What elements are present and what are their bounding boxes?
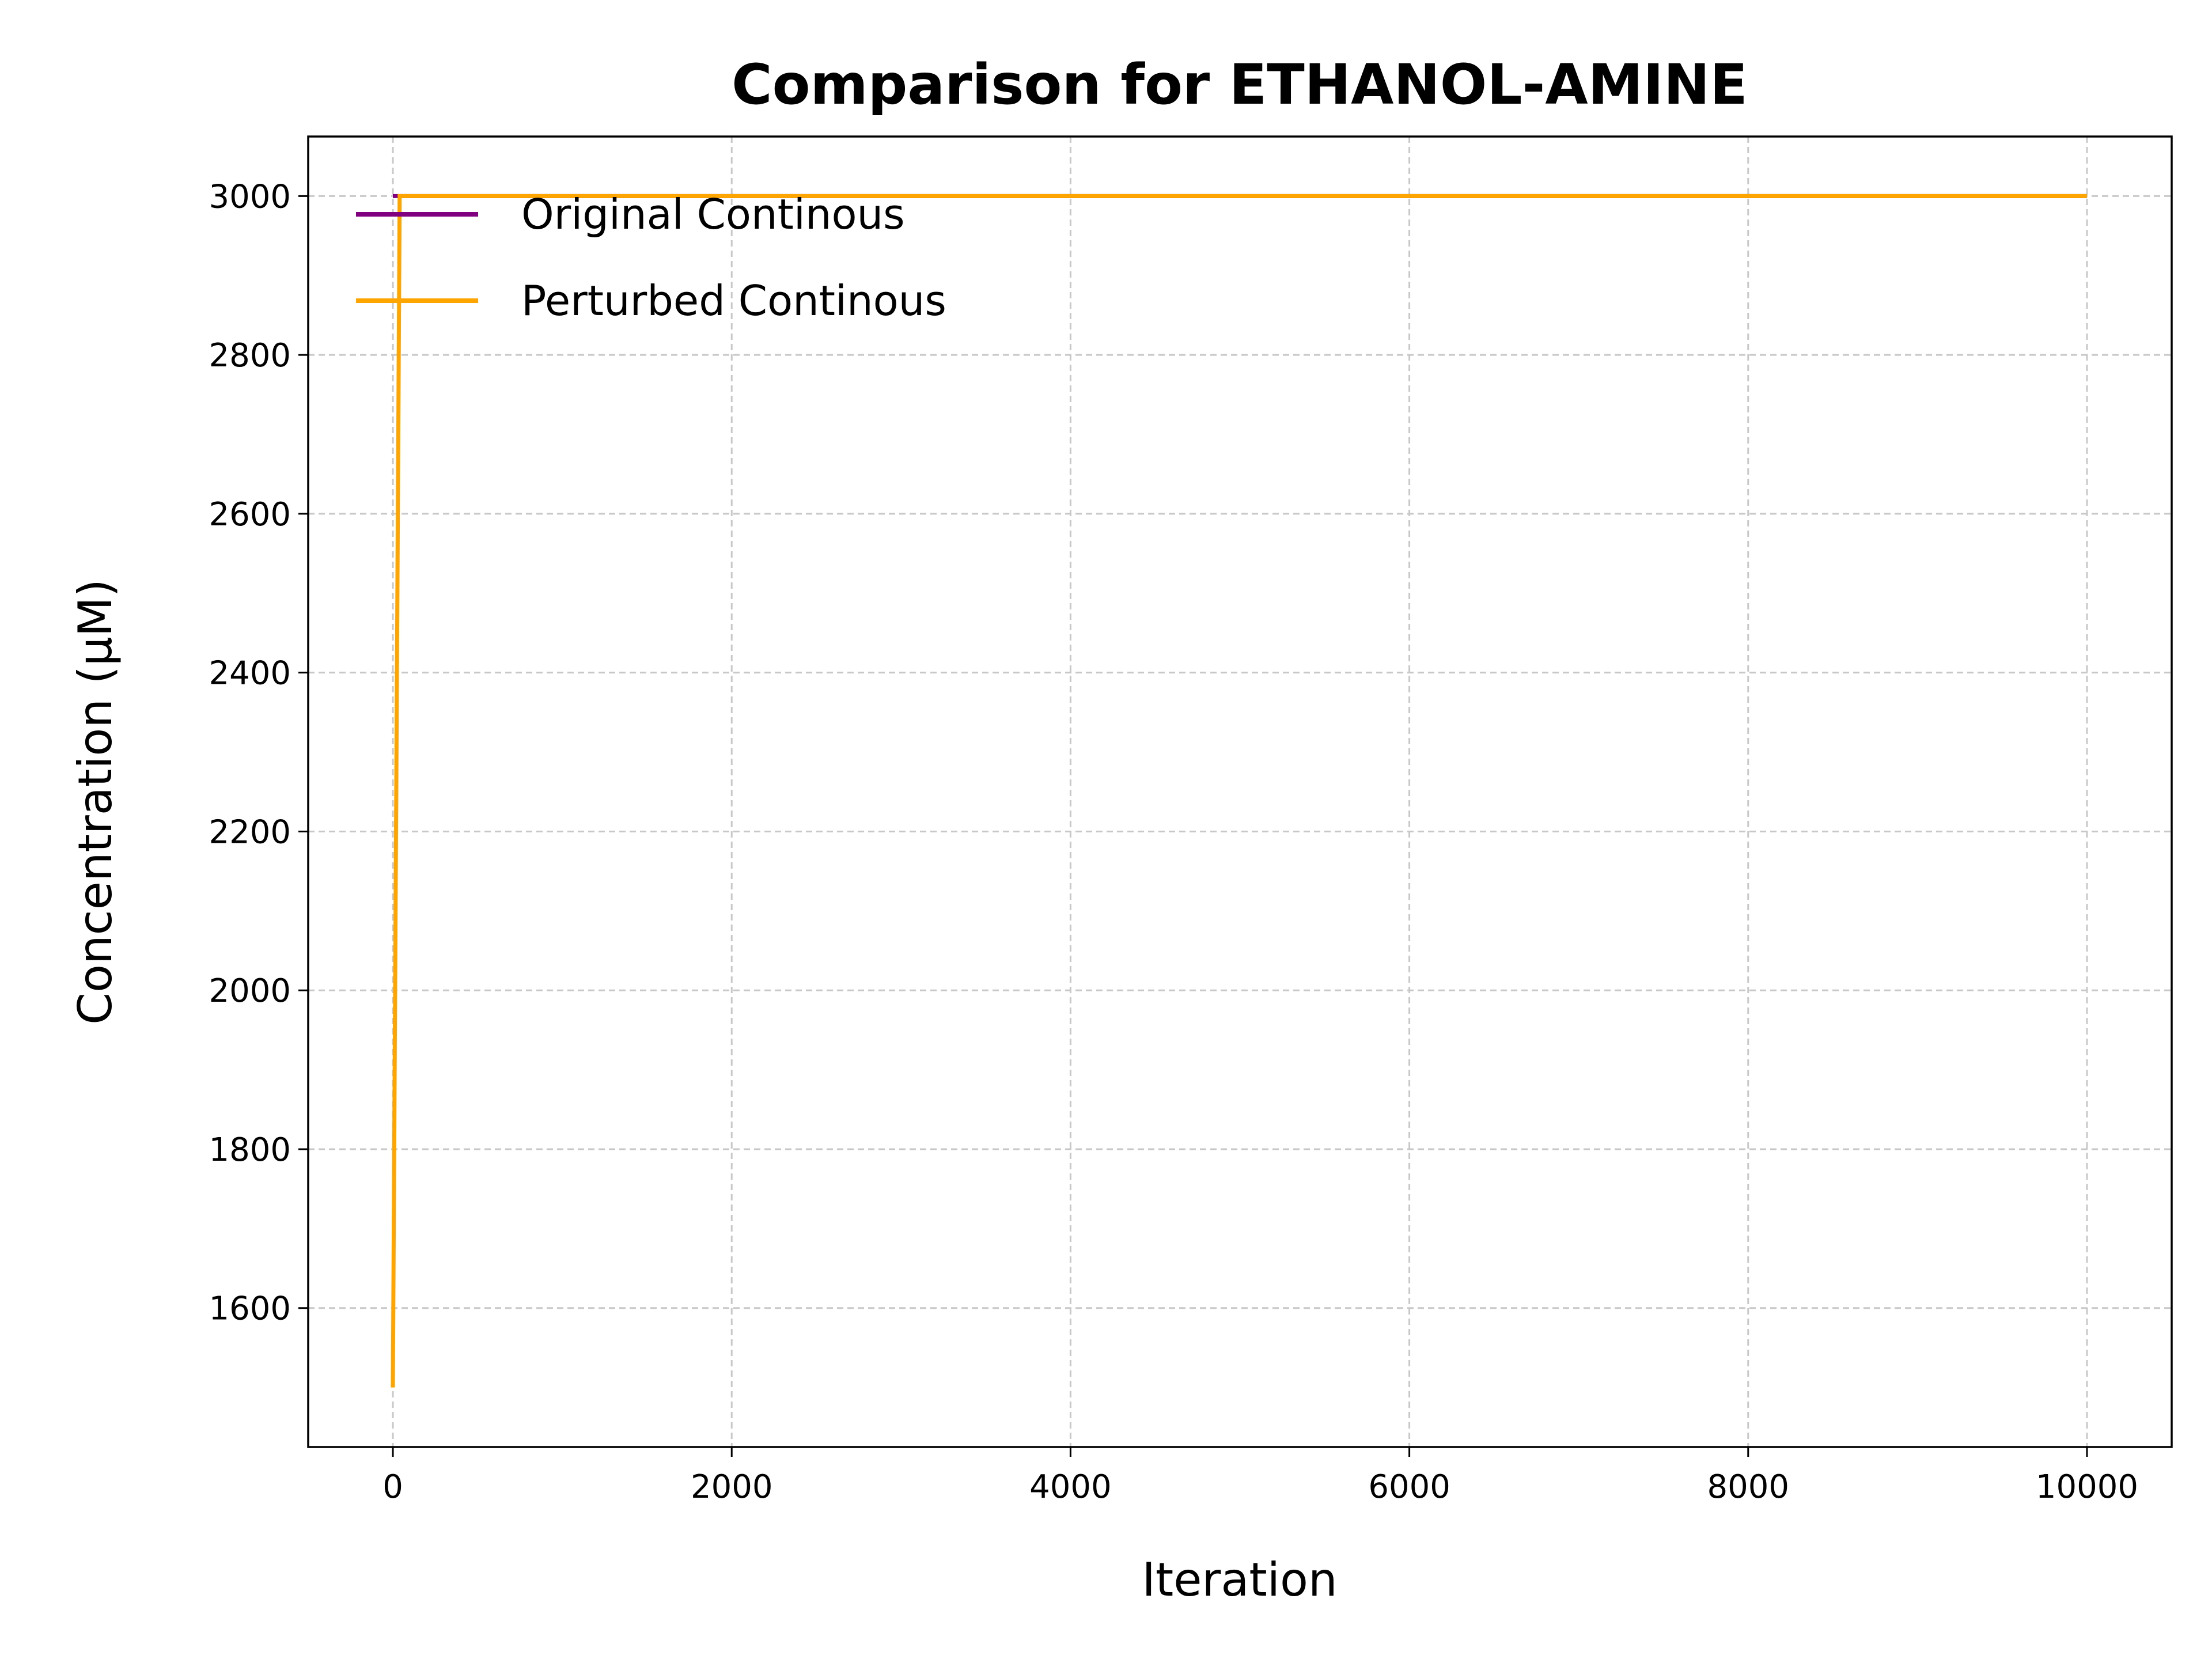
grid	[308, 137, 2172, 1447]
y-tick-label: 2000	[209, 972, 291, 1010]
series-layer	[391, 194, 2087, 1388]
y-tick-label: 2400	[209, 655, 291, 692]
chart-title: Comparison for ETHANOL-AMINE	[732, 52, 1748, 117]
plot-frame	[307, 135, 2173, 1448]
x-tick-label: 2000	[691, 1468, 773, 1506]
x-axis-label: Iteration	[1142, 1553, 1337, 1607]
x-tick-label: 4000	[1029, 1468, 1112, 1506]
legend-label-1: Original Continous	[521, 190, 905, 238]
y-tick-label: 1600	[209, 1290, 291, 1328]
y-tick-label: 1800	[209, 1131, 291, 1169]
x-tick-label: 6000	[1368, 1468, 1450, 1506]
y-tick-label: 2200	[209, 813, 291, 851]
x-tick-label: 10000	[2036, 1468, 2138, 1506]
y-axis-label: Concentration (μM)	[69, 579, 122, 1025]
x-tick-label: 8000	[1707, 1468, 1790, 1506]
ticks: 0 2000 4000 6000 8000 10000 1600 1800 2000 2200 24…	[209, 178, 2138, 1506]
y-tick-label: 2800	[209, 337, 291, 374]
y-tick-label: 3000	[209, 178, 291, 215]
y-tick-label: 2600	[209, 496, 291, 533]
legend-label-2: Perturbed Continous	[521, 276, 946, 325]
x-tick-label: 0	[382, 1468, 403, 1506]
series-line-2	[391, 194, 2087, 1388]
legend: Original Continous Perturbed Continous	[356, 190, 946, 325]
